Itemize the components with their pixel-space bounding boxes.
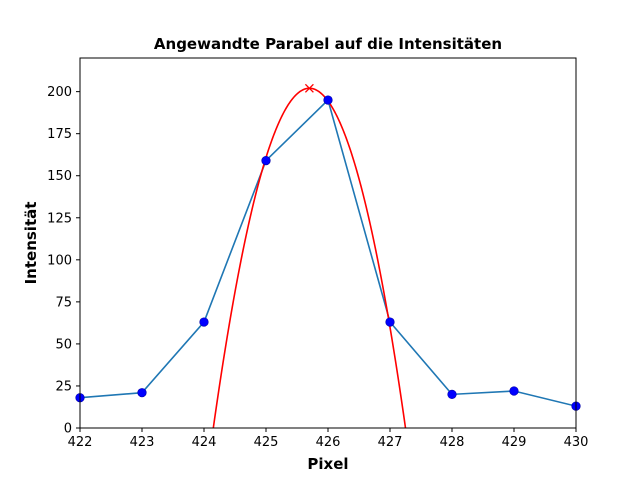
y-tick-label: 175 xyxy=(47,127,72,142)
x-tick-label: 423 xyxy=(130,435,155,450)
chart-title: Angewandte Parabel auf die Intensitäten xyxy=(154,35,502,53)
x-tick-label: 424 xyxy=(192,435,217,450)
y-axis-label: Intensität xyxy=(22,202,40,285)
intensity-point xyxy=(385,317,395,327)
y-tick-label: 25 xyxy=(55,379,72,394)
intensity-point xyxy=(261,155,271,166)
x-tick-label: 426 xyxy=(316,435,341,450)
y-tick-label: 125 xyxy=(47,211,72,226)
intensity-point xyxy=(199,317,209,327)
intensity-point xyxy=(509,386,519,396)
x-tick-label: 422 xyxy=(68,435,93,450)
x-tick-label: 430 xyxy=(564,435,589,450)
y-tick-label: 200 xyxy=(47,85,72,100)
y-tick-label: 75 xyxy=(55,295,72,310)
y-tick-label: 50 xyxy=(55,337,72,352)
y-tick-label: 150 xyxy=(47,169,72,184)
x-axis: 422 423 424 425 426 427 428 429 430 xyxy=(68,428,589,450)
plot-area xyxy=(80,58,576,428)
x-tick-label: 428 xyxy=(440,435,465,450)
x-tick-label: 425 xyxy=(254,435,279,450)
parabola-vertex-marker xyxy=(304,83,314,93)
y-axis: 0 25 50 75 100 125 150 175 200 xyxy=(47,85,80,437)
x-tick-label: 429 xyxy=(502,435,527,450)
intensity-point xyxy=(447,389,457,399)
x-tick-label: 427 xyxy=(378,435,403,450)
intensity-point xyxy=(137,388,147,398)
y-tick-label: 0 xyxy=(64,422,72,437)
intensity-point xyxy=(323,95,333,105)
x-axis-label: Pixel xyxy=(307,455,348,473)
y-tick-label: 100 xyxy=(47,253,72,268)
